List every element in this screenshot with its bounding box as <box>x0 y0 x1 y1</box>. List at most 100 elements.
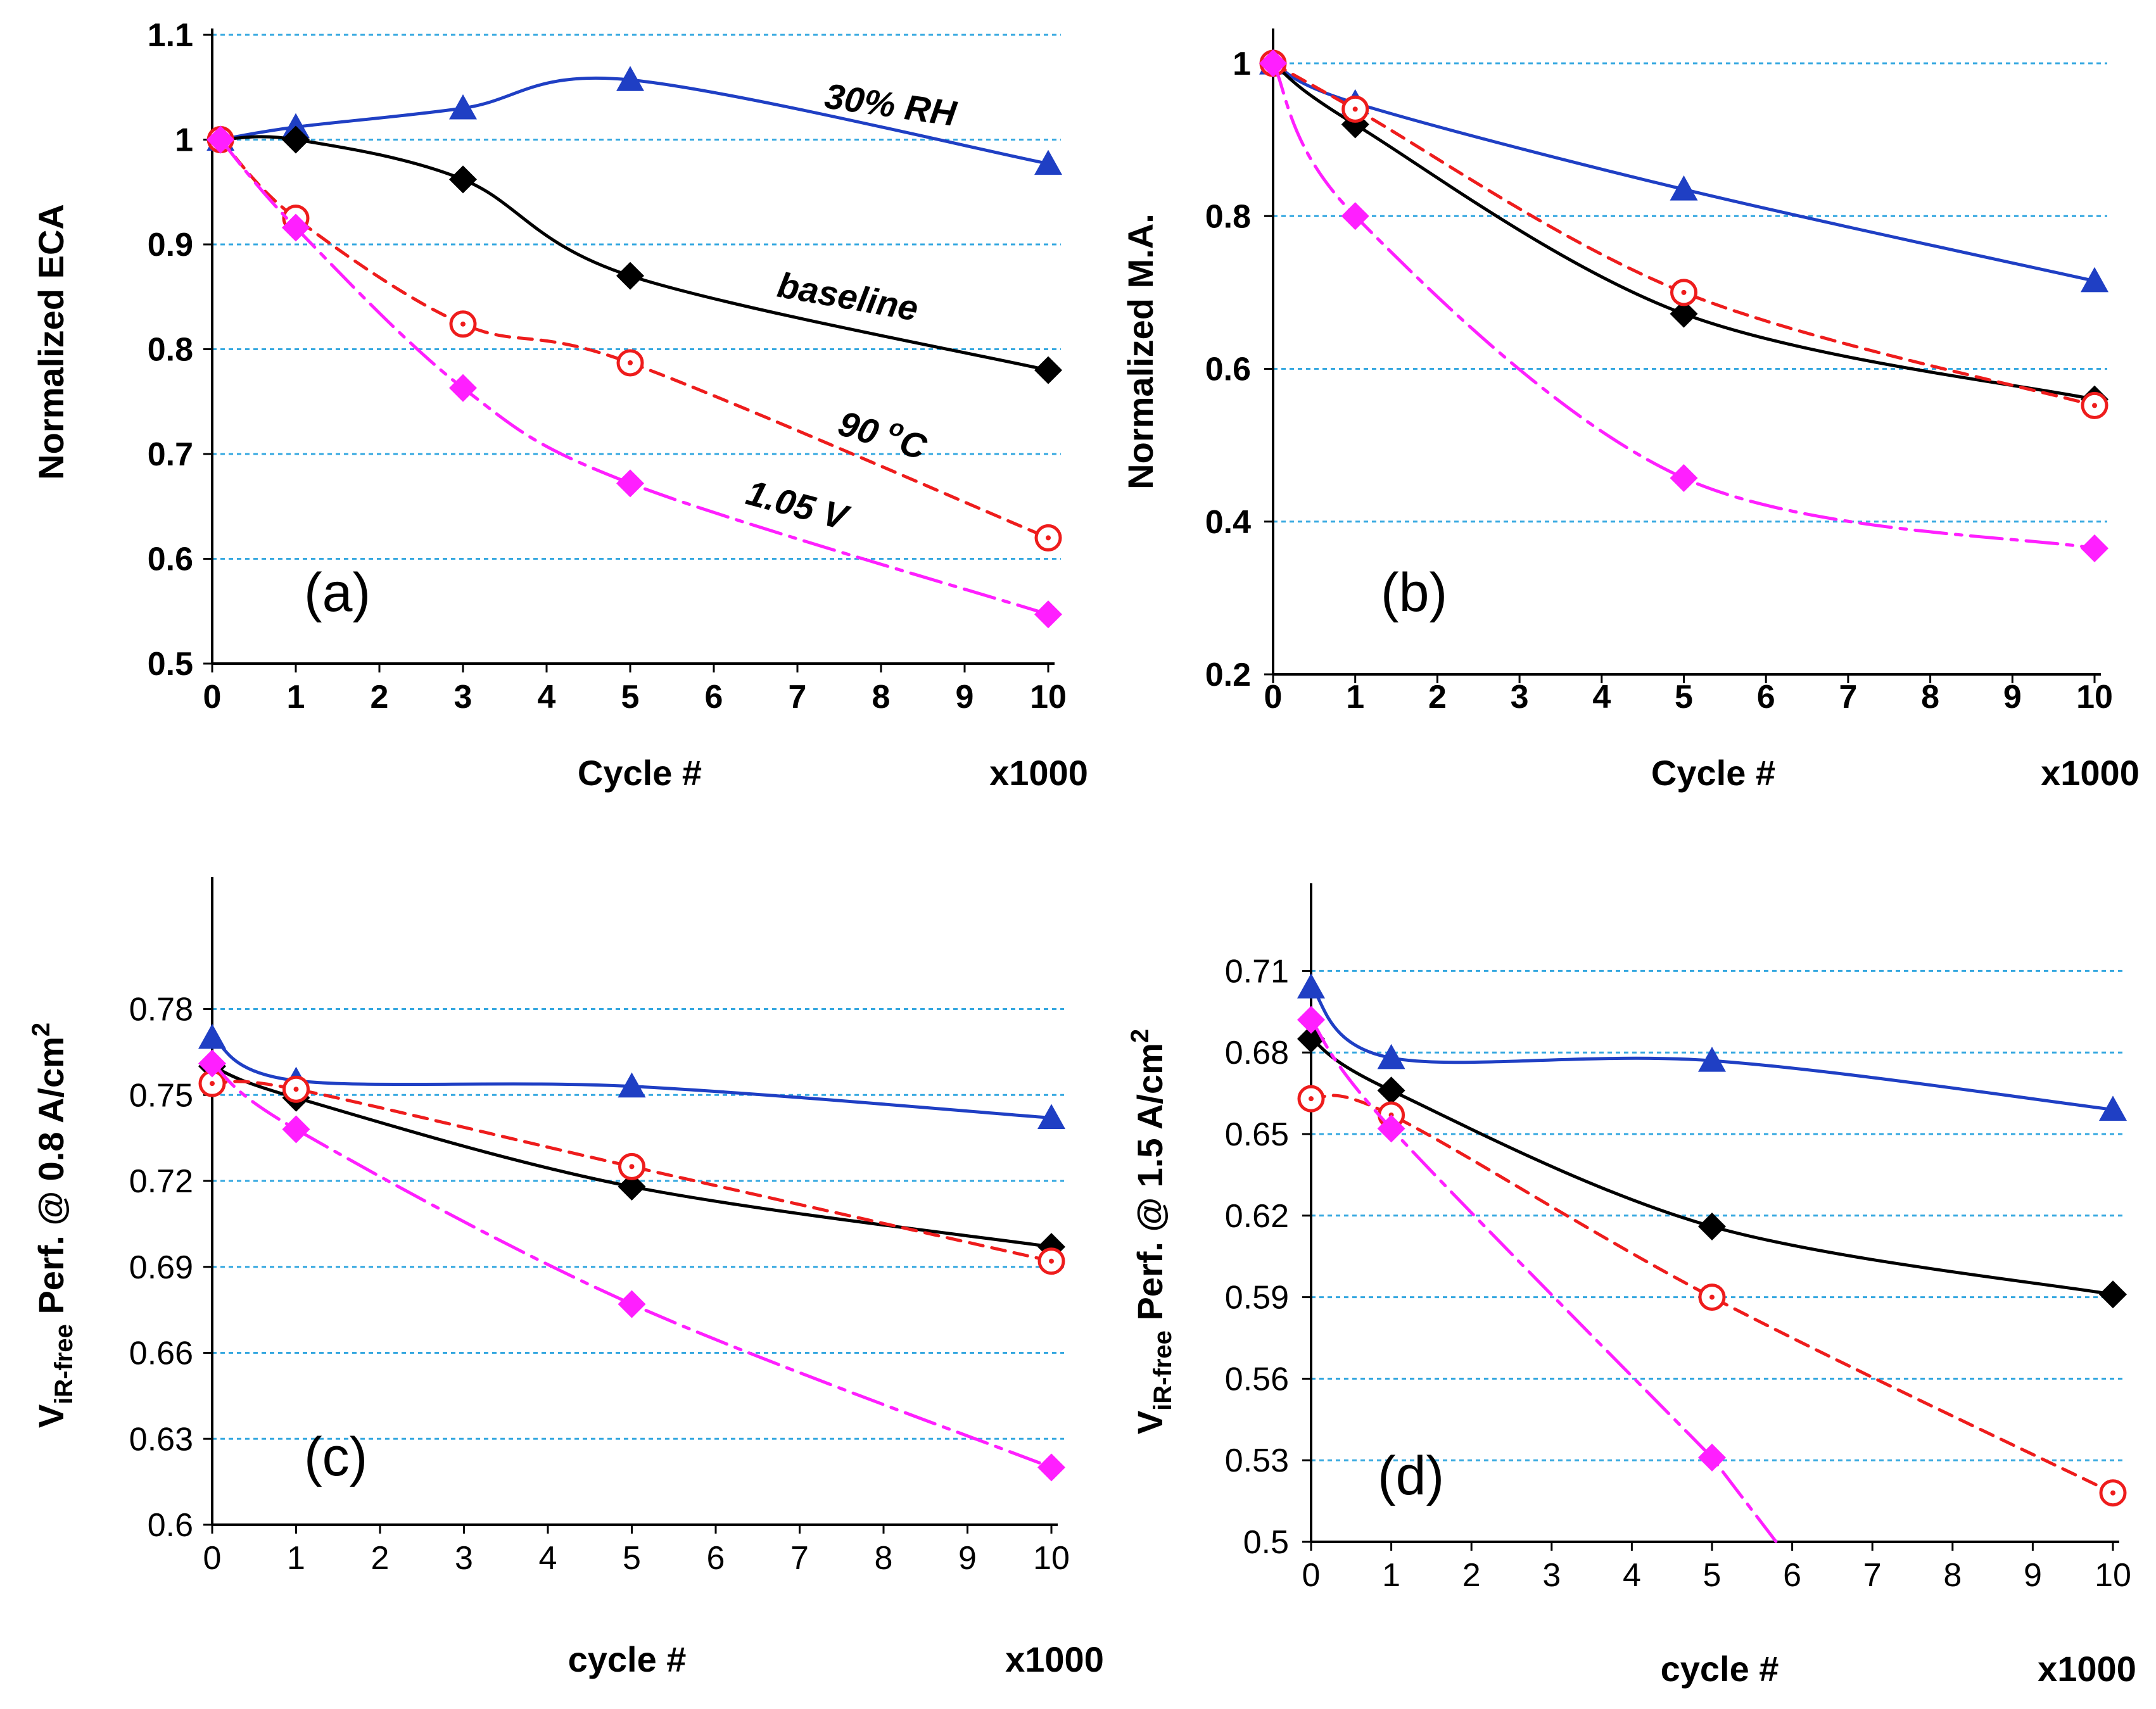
panel-a-ytick-6: 1.1 <box>148 17 193 54</box>
panel-c-xticks: 0 1 2 3 4 5 6 7 8 9 10 <box>203 1540 1070 1577</box>
panel-a-point-rh30-4 <box>1034 149 1062 175</box>
panel-d-xtick-7: 7 <box>1863 1557 1882 1594</box>
panel-b: 0 1 2 3 4 5 6 7 8 9 10 0.2 0.4 0.6 0.8 1 Cycle # x1000… <box>1120 28 2140 793</box>
panel-a-xtick-8: 8 <box>872 679 891 716</box>
panel-b-xtick-7: 7 <box>1839 679 1857 716</box>
panel-c-ytick-4: 0.72 <box>129 1163 193 1200</box>
panel-c-point-temp90-3-center <box>1049 1258 1054 1264</box>
panel-a-point-baseline-4 <box>1034 356 1062 384</box>
panel-b-ylabel: Normalized M.A. <box>1120 213 1160 489</box>
panel-d-ylabel-rest: Perf. @ 1.5 A/cm <box>1130 1043 1170 1330</box>
panel-a-ytick-0: 0.5 <box>148 646 193 683</box>
panel-a-point-rh30-2 <box>449 94 477 120</box>
panel-c-letter: (c) <box>304 1427 367 1487</box>
panel-a-ylabel: Normalized ECA <box>31 204 71 480</box>
panel-d-ytick-6: 0.68 <box>1225 1035 1289 1071</box>
panel-b-line-temp90 <box>1271 61 2096 407</box>
panel-c-xlabel: cycle # <box>568 1639 687 1679</box>
panel-a-point-temp90-3-center <box>628 360 633 366</box>
panel-b-xtick-1: 1 <box>1346 679 1364 716</box>
panel-a-grid <box>212 34 1061 560</box>
panel-a-xunit: x1000 <box>989 753 1088 793</box>
panel-b-xtick-8: 8 <box>1921 679 1939 716</box>
panel-c-point-baseline-2 <box>618 1173 646 1201</box>
panel-d-ytick-2: 0.56 <box>1225 1361 1289 1397</box>
panel-b-xtick-5: 5 <box>1675 679 1693 716</box>
panel-b-point-rh30-3 <box>2081 267 2108 293</box>
panel-c-xtick-10: 10 <box>1033 1540 1070 1577</box>
panel-d-point-temp90-3-center <box>2110 1490 2115 1496</box>
panel-c-point-v105-3 <box>1037 1453 1065 1482</box>
panel-b-line-v105 <box>1271 61 2096 550</box>
panel-a-point-v105-0 <box>206 125 235 154</box>
panel-a-xtick-5: 5 <box>621 679 640 716</box>
panel-a-xtick-10: 10 <box>1030 679 1067 716</box>
panel-a-point-baseline-3 <box>616 262 644 290</box>
panel-b-point-v105-0 <box>1259 49 1287 77</box>
panel-c-point-v105-1 <box>282 1115 310 1144</box>
panel-b-point-v105-1 <box>1341 202 1369 230</box>
panel-d-xticks: 0 1 2 3 4 5 6 7 8 9 10 <box>1302 1557 2131 1594</box>
panel-b-ytick-0: 0.2 <box>1205 657 1251 693</box>
panel-c-ytick-6: 0.78 <box>129 992 193 1028</box>
panel-b-point-temp90-2-center <box>1681 289 1687 295</box>
panel-c-xunit: x1000 <box>1005 1639 1104 1679</box>
panel-d-ytick-7: 0.71 <box>1225 953 1289 990</box>
panel-c-xtick-8: 8 <box>875 1540 893 1577</box>
panel-a-point-v105-1 <box>282 213 310 242</box>
panel-d-xtick-9: 9 <box>2024 1557 2042 1594</box>
panel-a-xtick-3: 3 <box>454 679 472 716</box>
panel-a-xtick-2: 2 <box>371 679 389 716</box>
panel-b-point-baseline-2 <box>1670 300 1698 328</box>
panel-d-yticks: 0.5 0.53 0.56 0.59 0.62 0.65 0.68 0.71 <box>1225 953 1289 1561</box>
panel-b-grid <box>1273 62 2107 523</box>
panel-d-ylabel-v: V <box>1130 1411 1170 1434</box>
panel-d-point-temp90-0-center <box>1309 1096 1314 1102</box>
panel-c-ylabel-sup: 2 <box>27 1023 55 1037</box>
panel-d-point-v105-1 <box>1377 1114 1405 1143</box>
panel-d-xtick-8: 8 <box>1943 1557 1962 1594</box>
panel-a-ytick-3: 0.8 <box>148 332 193 369</box>
panel-d-series <box>1297 973 2127 1544</box>
panel-d-point-v105-2 <box>1698 1443 1726 1472</box>
panel-d-ylabel-sup: 2 <box>1126 1029 1154 1043</box>
panel-d-line-v105 <box>1309 1018 1778 1544</box>
panel-d-point-rh30-0 <box>1297 973 1325 999</box>
panel-b-letter: (b) <box>1381 562 1447 623</box>
panel-c-point-v105-2 <box>618 1290 646 1318</box>
panel-b-ytick-2: 0.6 <box>1205 351 1251 388</box>
panel-a-point-rh30-3 <box>616 66 644 91</box>
panel-b-xtick-3: 3 <box>1511 679 1529 716</box>
panel-b-xticks: 0 1 2 3 4 5 6 7 8 9 10 <box>1264 679 2113 716</box>
panel-d-xtick-6: 6 <box>1783 1557 1801 1594</box>
panel-b-xtick-2: 2 <box>1428 679 1447 716</box>
panel-b-series <box>1259 49 2108 562</box>
panel-a-ytick-2: 0.7 <box>148 436 193 473</box>
panel-a-xtick-9: 9 <box>956 679 974 716</box>
panel-b-xtick-10: 10 <box>2076 679 2113 716</box>
panel-d-ylabel: ViR-free Perf. @ 1.5 A/cm2 <box>1126 1029 1177 1434</box>
panel-c-grid <box>212 1008 1064 1440</box>
panel-c-point-v105-0 <box>198 1049 226 1078</box>
panel-a-xtick-7: 7 <box>789 679 807 716</box>
panel-c-xtick-6: 6 <box>707 1540 725 1577</box>
panel-a-ytick-5: 1 <box>175 122 193 159</box>
panel-a-xlabel: Cycle # <box>578 753 702 793</box>
panel-d-letter: (d) <box>1378 1446 1444 1506</box>
panel-c: 0 1 2 3 4 5 6 7 8 9 10 0.6 0.63 0.66 0.69 0.72 0.75 0.78… <box>27 877 1104 1679</box>
panel-c-ylabel-rest: Perf. @ 0.8 A/cm <box>31 1037 71 1324</box>
panel-b-ytick-3: 0.8 <box>1205 198 1251 235</box>
panel-c-line-temp90 <box>210 1080 1053 1263</box>
panel-a-ytick-1: 0.6 <box>148 541 193 578</box>
panel-b-xunit: x1000 <box>2041 753 2140 793</box>
panel-a-letter: (a) <box>304 562 371 623</box>
panel-b-point-v105-2 <box>1670 464 1698 492</box>
panel-c-ylabel: ViR-free Perf. @ 0.8 A/cm2 <box>27 1023 78 1428</box>
panel-b-ytick-1: 0.4 <box>1205 504 1251 541</box>
panel-d-ytick-5: 0.65 <box>1225 1116 1289 1153</box>
panel-b-point-temp90-1-center <box>1352 106 1358 112</box>
panel-b-yticks: 0.2 0.4 0.6 0.8 1 <box>1205 46 1251 693</box>
panel-c-ylabel-sub: iR-free <box>50 1324 78 1404</box>
panel-c-yticks: 0.6 0.63 0.66 0.69 0.72 0.75 0.78 <box>129 992 193 1544</box>
panel-a-point-baseline-1 <box>282 125 310 154</box>
